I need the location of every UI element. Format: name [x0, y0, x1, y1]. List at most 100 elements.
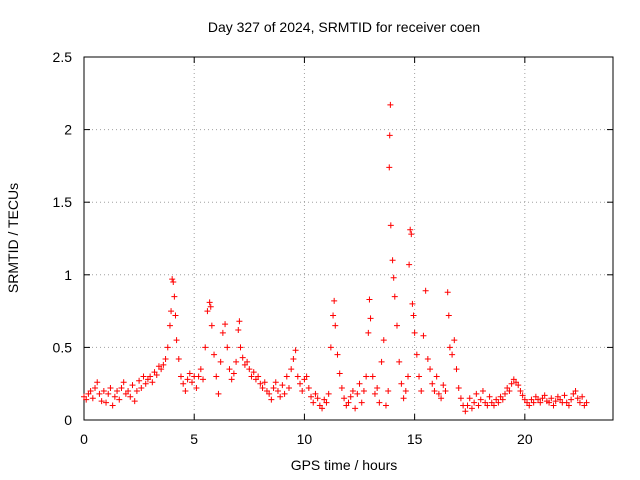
data-point	[100, 387, 107, 394]
data-point	[345, 399, 352, 406]
data-point	[386, 132, 393, 139]
data-point	[270, 385, 277, 392]
data-point	[182, 387, 189, 394]
data-point	[574, 395, 581, 402]
data-point	[369, 373, 376, 380]
data-point	[164, 344, 171, 351]
data-point	[490, 402, 497, 409]
data-point	[292, 347, 299, 354]
data-point	[546, 399, 553, 406]
data-point	[442, 387, 449, 394]
data-point	[449, 351, 456, 358]
data-point	[341, 395, 348, 402]
data-point	[526, 402, 533, 409]
data-point	[98, 398, 105, 405]
data-point	[365, 329, 372, 336]
data-point	[411, 329, 418, 336]
data-point	[283, 373, 290, 380]
data-point	[390, 274, 397, 281]
data-point	[451, 337, 458, 344]
data-point	[129, 382, 136, 389]
data-point	[462, 408, 469, 415]
data-point	[387, 101, 394, 108]
data-point	[334, 351, 341, 358]
data-point	[233, 358, 240, 365]
data-point	[477, 396, 484, 403]
data-point	[257, 380, 264, 387]
data-point	[440, 382, 447, 389]
data-point	[402, 387, 409, 394]
data-point	[358, 399, 365, 406]
axis-ticks	[83, 56, 613, 421]
data-point	[83, 396, 90, 403]
data-point	[312, 390, 319, 397]
data-point	[331, 297, 338, 304]
data-point	[349, 387, 356, 394]
data-point	[105, 390, 112, 397]
data-point	[125, 387, 132, 394]
data-point	[255, 373, 262, 380]
data-point	[548, 395, 555, 402]
data-point	[230, 370, 237, 377]
data-point	[310, 399, 317, 406]
data-point	[376, 399, 383, 406]
data-point	[486, 393, 493, 400]
data-point	[149, 379, 156, 386]
chart-title: Day 327 of 2024, SRMTID for receiver coe…	[208, 19, 480, 35]
data-point	[158, 366, 165, 373]
data-point	[416, 373, 423, 380]
data-point	[455, 385, 462, 392]
data-point	[170, 279, 177, 286]
data-point	[479, 387, 486, 394]
data-point	[217, 358, 224, 365]
data-point	[274, 387, 281, 394]
data-point	[427, 366, 434, 373]
data-point	[435, 390, 442, 397]
data-point	[327, 344, 334, 351]
data-point	[506, 387, 513, 394]
data-point	[279, 382, 286, 389]
data-point	[366, 296, 373, 303]
data-point	[277, 393, 284, 400]
data-point	[408, 231, 415, 238]
data-point	[171, 293, 178, 300]
data-point	[446, 344, 453, 351]
data-point	[382, 402, 389, 409]
data-point	[576, 399, 583, 406]
data-point	[332, 322, 339, 329]
data-point	[499, 396, 506, 403]
data-point	[303, 373, 310, 380]
data-point	[131, 398, 138, 405]
data-point	[517, 387, 524, 394]
data-point	[153, 371, 160, 378]
data-point	[374, 385, 381, 392]
data-point	[136, 377, 143, 384]
data-point	[166, 322, 173, 329]
data-point	[290, 356, 297, 363]
data-point	[259, 385, 266, 392]
data-point	[147, 373, 154, 380]
data-point	[568, 396, 575, 403]
data-point	[398, 380, 405, 387]
y-tick-label: 0.5	[53, 339, 73, 355]
data-point	[380, 337, 387, 344]
data-point	[501, 390, 508, 397]
data-point	[172, 312, 179, 319]
data-point	[385, 387, 392, 394]
data-point	[431, 387, 438, 394]
data-point	[109, 402, 116, 409]
data-point	[162, 356, 169, 363]
data-point	[173, 337, 180, 344]
data-point	[420, 332, 427, 339]
data-point	[294, 373, 301, 380]
data-point	[197, 366, 204, 373]
y-tick-label: 2.5	[53, 49, 73, 65]
data-point	[133, 387, 140, 394]
data-point	[445, 312, 452, 319]
data-point	[410, 312, 417, 319]
data-point	[107, 385, 114, 392]
data-point	[228, 376, 235, 383]
data-point	[193, 385, 200, 392]
data-point	[572, 387, 579, 394]
data-point	[92, 385, 99, 392]
